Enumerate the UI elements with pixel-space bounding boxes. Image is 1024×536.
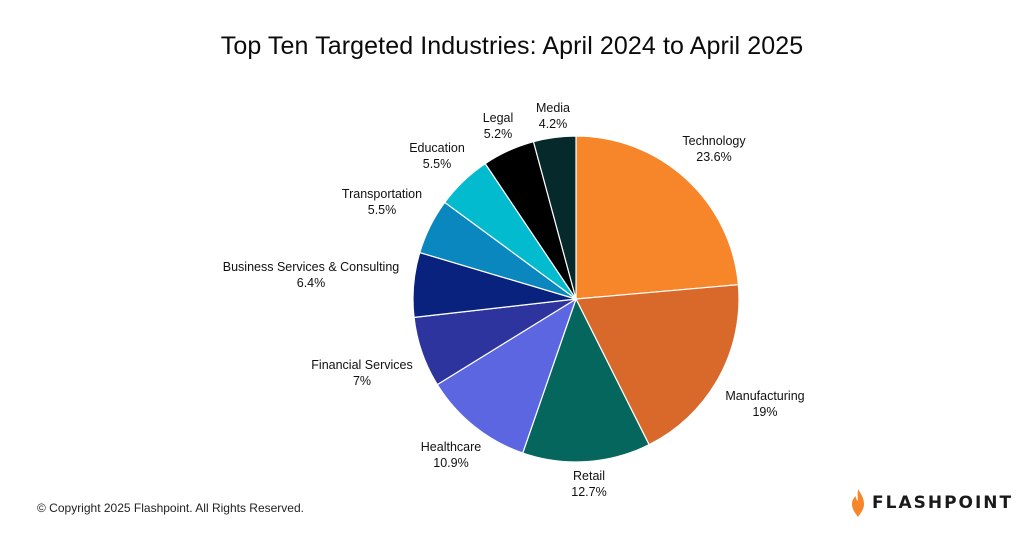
pie-slices xyxy=(412,135,740,463)
slice-label: Retail 12.7% xyxy=(571,469,606,499)
pie-slice-technology xyxy=(575,135,740,300)
slice-label-value: 5.2% xyxy=(484,127,513,141)
slice-label-name: Healthcare xyxy=(421,440,481,454)
slice-label-value: 4.2% xyxy=(539,117,568,131)
slice-label-value: 10.9% xyxy=(433,456,468,470)
slice-label: Transportation 5.5% xyxy=(342,187,422,217)
slice-label: Business Services & Consulting 6.4% xyxy=(223,260,400,290)
slice-label-name: Education xyxy=(409,141,465,155)
slice-label-name: Retail xyxy=(573,469,605,483)
slice-label-value: 5.5% xyxy=(368,203,397,217)
slice-label-name: Financial Services xyxy=(311,358,412,372)
slice-label: Education 5.5% xyxy=(409,141,465,171)
pie-slice-healthcare xyxy=(436,297,578,454)
slice-label-name: Manufacturing xyxy=(725,389,804,403)
slice-label-value: 19% xyxy=(752,405,777,419)
pie-slice-retail xyxy=(521,297,650,463)
slice-label-name: Media xyxy=(536,101,570,115)
slice-label-value: 6.4% xyxy=(297,276,326,290)
slice-label: Technology 23.6% xyxy=(682,134,746,164)
brand-name: FLASHPOINT xyxy=(872,493,1014,513)
pie-slice-manufacturing xyxy=(575,284,740,446)
slice-label-value: 7% xyxy=(353,374,371,388)
slice-label-value: 5.5% xyxy=(423,157,452,171)
pie-labels: Technology 23.6% Manufacturing 19% Retail 12.… xyxy=(223,101,805,499)
slice-label: Financial Services 7% xyxy=(311,358,412,388)
slice-label: Media 4.2% xyxy=(536,101,570,131)
slice-label-value: 23.6% xyxy=(696,150,731,164)
slice-label-value: 12.7% xyxy=(571,485,606,499)
pie-slice-media xyxy=(532,135,577,300)
slice-label: Legal 5.2% xyxy=(483,111,514,141)
slice-label: Manufacturing 19% xyxy=(725,389,804,419)
slice-label-name: Business Services & Consulting xyxy=(223,260,400,274)
chart-title: Top Ten Targeted Industries: April 2024 … xyxy=(220,32,804,60)
copyright-notice: © Copyright 2025 Flashpoint. All Rights … xyxy=(37,501,304,515)
slice-label-name: Legal xyxy=(483,111,514,125)
brand-logo: FLASHPOINT xyxy=(851,488,1013,518)
slice-label-name: Technology xyxy=(682,134,746,148)
slice-label-name: Transportation xyxy=(342,187,422,201)
slice-label: Healthcare 10.9% xyxy=(421,440,481,470)
flame-icon xyxy=(852,489,864,517)
